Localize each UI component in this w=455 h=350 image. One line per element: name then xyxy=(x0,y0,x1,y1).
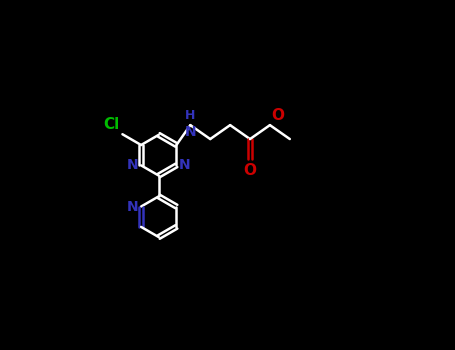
Text: N: N xyxy=(127,199,139,213)
Text: N: N xyxy=(179,159,190,173)
Text: N: N xyxy=(127,159,139,173)
Text: Cl: Cl xyxy=(103,117,120,132)
Text: O: O xyxy=(243,162,257,177)
Text: N: N xyxy=(185,125,196,139)
Text: O: O xyxy=(271,108,284,123)
Text: H: H xyxy=(185,109,196,122)
